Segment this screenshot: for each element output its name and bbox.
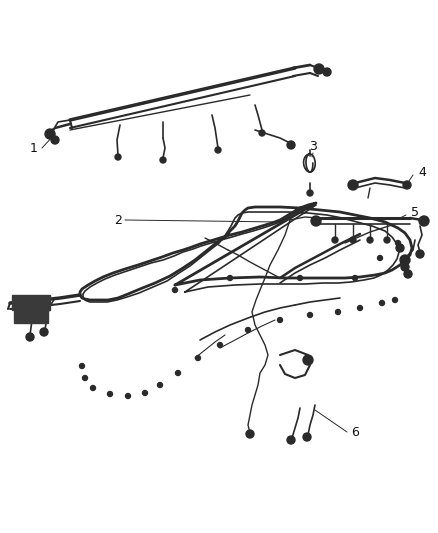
- Circle shape: [401, 263, 409, 271]
- Bar: [14, 311, 48, 323]
- Circle shape: [246, 327, 251, 333]
- Circle shape: [158, 383, 162, 387]
- Circle shape: [91, 385, 95, 391]
- Circle shape: [115, 154, 121, 160]
- Circle shape: [314, 64, 324, 74]
- Circle shape: [378, 255, 382, 261]
- Circle shape: [392, 297, 398, 303]
- Circle shape: [379, 301, 385, 305]
- Text: 1: 1: [30, 141, 38, 155]
- Circle shape: [307, 190, 313, 196]
- Circle shape: [278, 318, 283, 322]
- Circle shape: [396, 244, 404, 252]
- Circle shape: [348, 180, 358, 190]
- Circle shape: [287, 436, 295, 444]
- Circle shape: [336, 310, 340, 314]
- Circle shape: [176, 370, 180, 376]
- Circle shape: [297, 276, 303, 280]
- Circle shape: [400, 255, 410, 265]
- Circle shape: [215, 147, 221, 153]
- Circle shape: [287, 141, 295, 149]
- Text: 3: 3: [309, 141, 317, 154]
- Circle shape: [311, 216, 321, 226]
- Circle shape: [350, 237, 356, 243]
- Circle shape: [404, 270, 412, 278]
- Bar: [12, 295, 50, 310]
- Circle shape: [82, 376, 88, 381]
- Circle shape: [303, 355, 313, 365]
- Circle shape: [303, 433, 311, 441]
- Text: 4: 4: [418, 166, 426, 179]
- Circle shape: [259, 130, 265, 136]
- Circle shape: [80, 364, 85, 368]
- Circle shape: [107, 392, 113, 397]
- Circle shape: [40, 328, 48, 336]
- Circle shape: [367, 237, 373, 243]
- Circle shape: [307, 312, 312, 318]
- Circle shape: [160, 157, 166, 163]
- Text: 2: 2: [114, 214, 122, 227]
- Text: 5: 5: [411, 206, 419, 220]
- Circle shape: [45, 129, 55, 139]
- Circle shape: [246, 430, 254, 438]
- Circle shape: [173, 287, 177, 293]
- Circle shape: [419, 216, 429, 226]
- Circle shape: [218, 343, 223, 348]
- Circle shape: [227, 276, 233, 280]
- Circle shape: [323, 68, 331, 76]
- Circle shape: [396, 240, 400, 246]
- Circle shape: [416, 250, 424, 258]
- Circle shape: [126, 393, 131, 399]
- Circle shape: [142, 391, 148, 395]
- Circle shape: [195, 356, 201, 360]
- Text: 6: 6: [351, 425, 359, 439]
- Circle shape: [403, 181, 411, 189]
- Circle shape: [384, 237, 390, 243]
- Circle shape: [357, 305, 363, 311]
- Circle shape: [353, 276, 357, 280]
- Circle shape: [26, 333, 34, 341]
- Circle shape: [332, 237, 338, 243]
- Circle shape: [51, 136, 59, 144]
